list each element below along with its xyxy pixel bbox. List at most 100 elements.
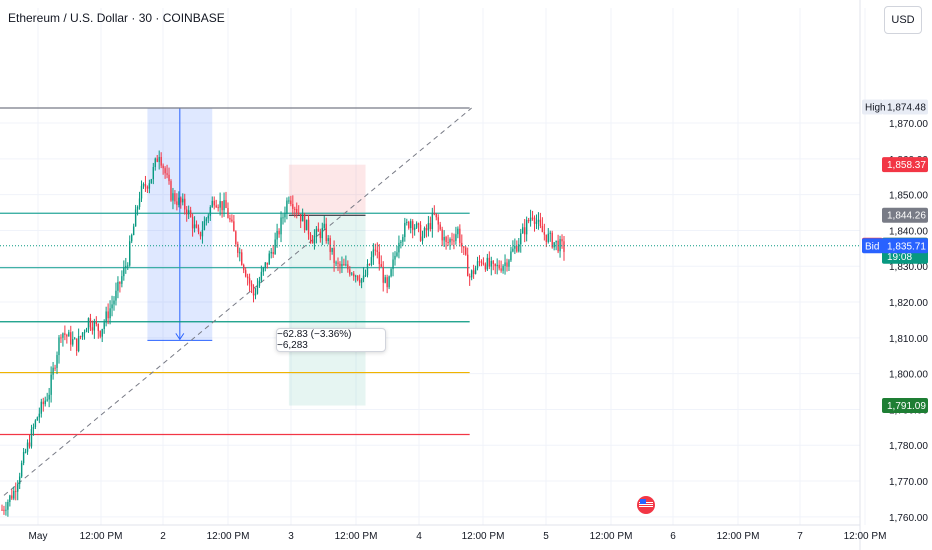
candle-body (321, 227, 323, 239)
candle-body (467, 254, 469, 277)
candle-body (244, 270, 247, 277)
candle-body (349, 269, 351, 275)
candle-body (504, 262, 506, 266)
candle-body (351, 273, 353, 275)
candle-body (339, 263, 341, 267)
price-label-bid-bg (882, 238, 928, 254)
candle-body (146, 186, 149, 189)
candle-body (368, 263, 371, 265)
candle-body (382, 266, 384, 283)
candle-body (492, 261, 494, 264)
candle-body (217, 207, 219, 209)
candle-body (187, 210, 190, 215)
candle-body (79, 336, 82, 338)
candle-body (107, 311, 109, 319)
candle-body (162, 165, 164, 169)
candle-body (445, 236, 447, 243)
candle-body (91, 327, 94, 331)
candle-body (427, 223, 430, 231)
candle-body (355, 275, 357, 277)
candle-body (72, 339, 74, 345)
candle-body (268, 253, 270, 265)
candle-body (421, 236, 424, 241)
candle-body (20, 463, 23, 477)
candle-body (160, 157, 162, 166)
candle-body (278, 230, 280, 235)
candle-body (195, 224, 198, 228)
candle-body (105, 311, 107, 323)
candle-body (347, 264, 349, 270)
candle-body (490, 261, 492, 267)
candle-body (498, 264, 500, 269)
candle-body (66, 334, 68, 337)
candle-body (280, 217, 282, 235)
candle-body (48, 394, 50, 400)
candle-body (152, 167, 155, 180)
candle-body (315, 228, 318, 236)
candle-body (36, 417, 39, 421)
candle-body (327, 238, 329, 242)
candle-body (93, 321, 96, 331)
price-label-high-prefix: High (865, 103, 886, 114)
y-tick-label: 1,800.00 (889, 370, 928, 381)
us-flag-event-icon[interactable] (637, 496, 655, 514)
candle-body (99, 330, 101, 337)
x-tick-label: 4 (416, 531, 422, 542)
x-tick-label: 3 (288, 531, 294, 542)
candle-body (11, 495, 13, 499)
candle-body (207, 215, 210, 219)
candle-body (372, 249, 375, 258)
candle-body (484, 264, 487, 270)
candle-body (142, 183, 145, 186)
candle-body (531, 217, 534, 219)
candle-body (239, 252, 241, 254)
candle-body (22, 452, 25, 464)
candle-body (154, 158, 156, 168)
currency-button[interactable]: USD (884, 6, 922, 34)
candle-body (408, 221, 410, 229)
candle-body (264, 262, 267, 268)
candle-body (406, 221, 408, 223)
candle-body (288, 200, 290, 202)
candle-body (81, 332, 84, 337)
candle-body (380, 264, 382, 267)
y-tick-label: 1,760.00 (889, 513, 928, 524)
candle-body (50, 374, 52, 395)
candle-body (423, 227, 426, 237)
candle-body (144, 183, 147, 187)
candle-body (345, 264, 347, 266)
candle-body (537, 219, 540, 222)
price-label-entry: 1,844.26 (887, 211, 926, 222)
candle-body (62, 333, 64, 338)
candle-body (343, 263, 345, 266)
candle-body (3, 509, 5, 511)
candle-body (474, 268, 477, 275)
candle-body (32, 427, 35, 429)
candle-body (449, 239, 451, 243)
price-label-high-prefix-bg (862, 99, 883, 115)
candle-body (417, 223, 420, 225)
candle-body (168, 174, 170, 182)
candle-body (111, 304, 113, 309)
candle-body (459, 228, 461, 243)
candle-body (323, 223, 325, 228)
candle-body (329, 238, 331, 252)
candle-body (301, 214, 304, 222)
candle-body (364, 275, 367, 277)
candle-body (358, 279, 361, 283)
x-tick-label: May (29, 531, 48, 542)
candle-body (34, 420, 37, 428)
candle-body (510, 251, 512, 261)
candle-body (54, 367, 56, 369)
candle-body (563, 241, 565, 252)
candle-body (463, 246, 465, 248)
candle-body (488, 257, 491, 267)
candle-body (24, 451, 27, 453)
candle-body (182, 198, 184, 203)
candle-body (335, 262, 337, 264)
candle-body (299, 214, 302, 222)
candle-body (178, 197, 180, 205)
candle-body (384, 277, 386, 283)
candle-body (87, 318, 90, 330)
